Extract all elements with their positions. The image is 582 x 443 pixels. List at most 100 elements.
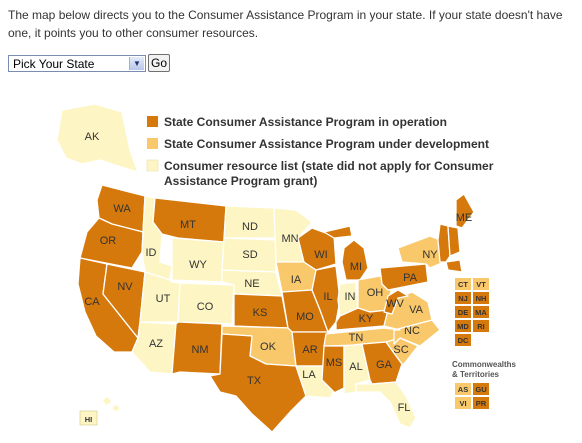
state-mi[interactable]: MI <box>323 225 369 281</box>
legend: State Consumer Assistance Program in ope… <box>146 115 494 188</box>
state-wv[interactable]: WV <box>383 289 409 315</box>
state-tx[interactable]: TX <box>209 333 307 433</box>
legend-swatch-operation <box>147 116 158 127</box>
legend-swatch-resource <box>146 159 159 172</box>
state-label-ak: AK <box>85 131 100 143</box>
state-wy[interactable]: WY <box>171 237 225 283</box>
svg-text:MA: MA <box>475 308 487 317</box>
box-ma[interactable]: MA <box>473 306 489 318</box>
state-label-ga: GA <box>376 359 393 371</box>
state-label-ky: KY <box>359 313 374 325</box>
state-label-ca: CA <box>84 296 100 308</box>
state-pa[interactable]: PA <box>379 263 429 291</box>
territories: Commonwealths & Territories AS GU VI PR <box>452 360 517 409</box>
state-label-ok: OK <box>260 341 277 353</box>
state-nc[interactable]: NC <box>393 319 441 347</box>
legend-label-operation: State Consumer Assistance Program in ope… <box>164 115 447 129</box>
go-button[interactable]: Go <box>148 54 171 72</box>
state-label-id: ID <box>146 247 157 259</box>
chevron-down-icon[interactable]: ▼ <box>129 56 144 70</box>
state-label-wi: WI <box>314 249 327 261</box>
state-label-mo: MO <box>296 311 314 323</box>
state-label-nm: NM <box>191 344 208 356</box>
svg-text:RI: RI <box>477 322 485 331</box>
intro-text: The map below directs you to the Consume… <box>8 8 563 40</box>
state-ak[interactable]: AK <box>56 103 139 173</box>
state-label-mt: MT <box>180 219 196 231</box>
box-ri[interactable]: RI <box>473 320 489 332</box>
state-ms[interactable]: MS <box>321 345 345 395</box>
state-label-in: IN <box>345 291 356 303</box>
state-label-fl: FL <box>398 402 411 414</box>
box-de[interactable]: DE <box>455 306 471 318</box>
state-ar[interactable]: AR <box>291 331 329 367</box>
box-md[interactable]: MD <box>455 320 471 332</box>
state-label-wa: WA <box>113 203 131 215</box>
state-label-wy: WY <box>189 259 207 271</box>
svg-text:GU: GU <box>475 385 486 394</box>
state-az[interactable]: AZ <box>131 321 177 375</box>
territories-title-line2: & Territories <box>452 370 500 379</box>
state-ny[interactable]: NY <box>397 235 445 269</box>
state-ky[interactable]: KY <box>335 307 389 331</box>
svg-text:MD: MD <box>457 322 469 331</box>
box-pr[interactable]: PR <box>473 397 489 409</box>
state-ks[interactable]: KS <box>233 293 289 329</box>
svg-text:DC: DC <box>458 336 469 345</box>
state-nm[interactable]: NM <box>171 321 223 375</box>
state-wi[interactable]: WI <box>297 227 337 271</box>
state-ga[interactable]: GA <box>361 341 403 385</box>
svg-text:CT: CT <box>458 280 468 289</box>
state-label-az: AZ <box>149 338 163 350</box>
state-label-ia: IA <box>291 274 302 286</box>
state-tn[interactable]: TN <box>323 327 401 347</box>
state-sd[interactable]: SD <box>221 237 277 273</box>
state-label-nd: ND <box>242 221 258 233</box>
state-la[interactable]: LA <box>295 365 335 399</box>
state-label-ks: KS <box>253 307 268 319</box>
svg-text:NH: NH <box>476 294 487 303</box>
state-fl[interactable]: FL <box>355 381 417 429</box>
state-label-or: OR <box>100 235 117 247</box>
svg-text:DE: DE <box>458 308 468 317</box>
svg-text:AS: AS <box>458 385 468 394</box>
svg-text:VI: VI <box>459 399 466 408</box>
territories-title-line1: Commonwealths <box>452 360 517 369</box>
state-label-hi: HI <box>85 415 93 424</box>
box-nh[interactable]: NH <box>473 292 489 304</box>
state-label-nv: NV <box>117 281 133 293</box>
state-nd[interactable]: ND <box>223 205 277 239</box>
state-co[interactable]: CO <box>177 282 235 325</box>
state-label-ne: NE <box>244 278 259 290</box>
state-label-ny: NY <box>422 249 438 261</box>
state-ne-states <box>437 223 463 273</box>
state-label-ut: UT <box>156 293 171 305</box>
state-label-al: AL <box>349 361 362 373</box>
box-dc[interactable]: DC <box>455 334 471 346</box>
box-gu[interactable]: GU <box>473 383 489 395</box>
state-hi[interactable]: HI <box>79 395 121 426</box>
state-label-mn: MN <box>281 233 298 245</box>
state-label-tx: TX <box>247 375 262 387</box>
state-il[interactable]: IL <box>311 265 341 333</box>
box-as[interactable]: AS <box>455 383 471 395</box>
state-label-mi: MI <box>350 261 362 273</box>
state-or[interactable]: OR <box>79 217 144 269</box>
state-label-sd: SD <box>242 249 257 261</box>
box-vt[interactable]: VT <box>473 278 489 290</box>
state-select[interactable]: Pick Your State ▼ <box>8 54 146 72</box>
state-label-co: CO <box>197 301 214 313</box>
legend-swatch-development <box>147 138 158 149</box>
legend-label-development: State Consumer Assistance Program under … <box>164 137 489 151</box>
state-label-la: LA <box>302 369 316 381</box>
state-mt[interactable]: MT <box>152 197 227 243</box>
state-me[interactable]: ME <box>455 193 475 229</box>
state-nv[interactable]: NV <box>102 263 146 339</box>
box-vi[interactable]: VI <box>455 397 471 409</box>
state-label-nc: NC <box>404 325 420 337</box>
box-ct[interactable]: CT <box>455 278 471 290</box>
box-nj[interactable]: NJ <box>455 292 471 304</box>
state-label-pa: PA <box>403 272 418 284</box>
legend-label-resource-line1: Consumer resource list (state did not ap… <box>164 159 494 173</box>
svg-text:NJ: NJ <box>458 294 468 303</box>
